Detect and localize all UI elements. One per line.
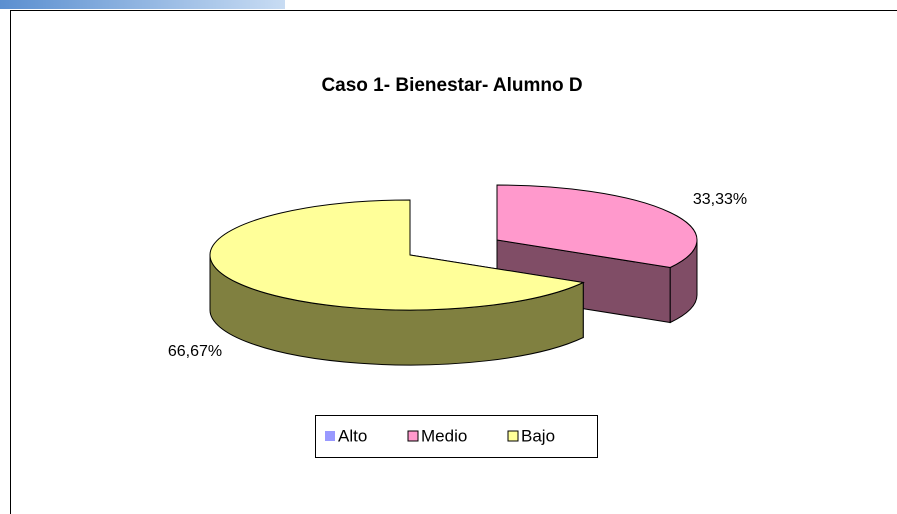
slice [209, 199, 585, 311]
legend-items: Alto Medio Bajo [325, 426, 555, 445]
window-tab [0, 0, 285, 9]
slice [496, 184, 698, 269]
legend-swatch [325, 431, 335, 441]
chart-title: Caso 1- Bienestar- Alumno D [321, 75, 582, 96]
legend-swatch [507, 430, 519, 442]
data-label: 66,67% [168, 343, 222, 360]
data-label: 33,33% [693, 191, 747, 208]
legend-label: Bajo [521, 426, 555, 445]
pie: 33,33% 66,67% [168, 184, 747, 366]
legend-label: Alto [338, 426, 367, 445]
slice [209, 199, 585, 366]
legend-label: Medio [421, 426, 467, 445]
legend-swatch [407, 430, 419, 442]
legend [315, 415, 598, 458]
